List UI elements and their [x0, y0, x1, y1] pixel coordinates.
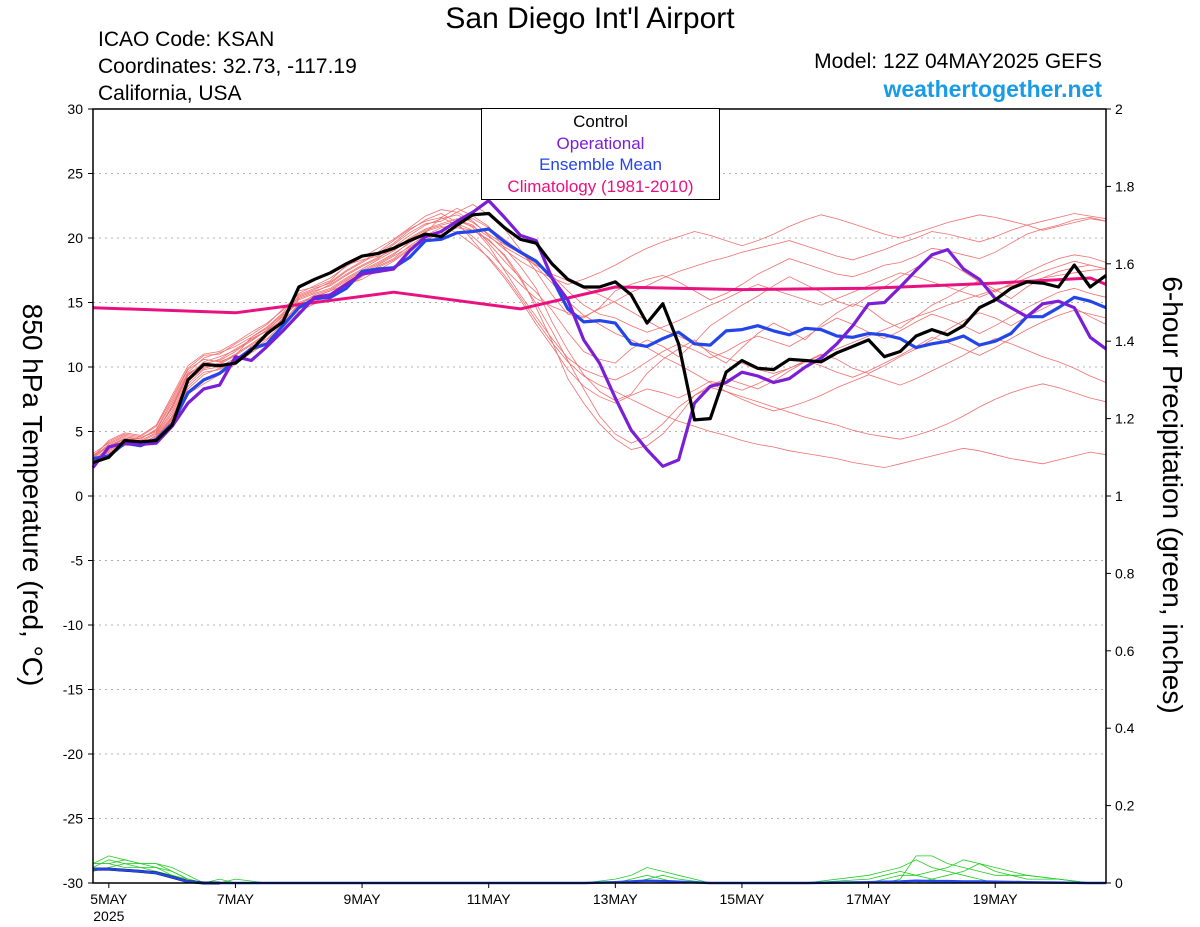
y-right-tick-label: 1.6: [1115, 256, 1135, 272]
ensemble-member-line: [92, 214, 1107, 459]
x-tick-label: 7MAY: [217, 891, 255, 907]
precip-member-line: [92, 855, 1106, 884]
legend: Control Operational Ensemble Mean Climat…: [481, 108, 720, 200]
x-tick-label: 11MAY: [467, 891, 511, 907]
main-series: [91, 199, 1107, 469]
precip-member-line: [92, 859, 1106, 884]
y-right-tick-label: 0.8: [1115, 565, 1135, 581]
grid-lines: [93, 173, 1106, 819]
chart-title: San Diego Int'l Airport: [445, 2, 735, 35]
precip-mean-line: [93, 867, 1106, 885]
ensemble-member-line: [92, 209, 1107, 458]
ensemble-member-line: [92, 213, 1107, 457]
climatology-line: [92, 276, 1107, 315]
x-tick-label: 5MAY: [90, 891, 128, 907]
y-right-tick-label: 0.6: [1115, 643, 1135, 659]
y-left-tick-label: -10: [63, 617, 83, 633]
y-right-tick-label: 1.4: [1115, 333, 1135, 349]
y-left-tick-label: -25: [63, 811, 83, 827]
legend-climatology: Climatology (1981-2010): [507, 176, 694, 196]
x-tick-year-label: 2025: [93, 908, 124, 924]
ensemble-member-line: [92, 227, 1107, 463]
x-tick-label: 9MAY: [344, 891, 382, 907]
y-left-tick-label: -15: [63, 682, 83, 698]
ensemble-mean-line: [92, 227, 1107, 461]
site-link[interactable]: weathertogether.net: [883, 76, 1102, 102]
x-tick-label: 13MAY: [593, 891, 639, 907]
ensemble-members: [92, 204, 1107, 469]
y-left-tick-label: -5: [71, 553, 84, 569]
coordinates: Coordinates: 32.73, -117.19: [98, 55, 357, 78]
y-axis-left-label: 850 hPa Temperature (red, °C): [17, 303, 48, 687]
y-left-tick-label: 30: [67, 101, 83, 117]
y-right-tick-label: 0.2: [1115, 798, 1135, 814]
y-left-tick-label: -20: [63, 746, 83, 762]
legend-operational: Operational: [556, 133, 645, 153]
y-right-tick-label: 1.8: [1115, 178, 1135, 194]
operational-line: [91, 199, 1107, 469]
y-left-tick-label: 20: [67, 230, 83, 246]
y-left-tick-label: 10: [67, 359, 83, 375]
y-left-tick-label: 15: [67, 295, 83, 311]
x-tick-label: 15MAY: [720, 891, 766, 907]
icao-code: ICAO Code: KSAN: [98, 28, 275, 51]
model-run: Model: 12Z 04MAY2025 GEFS: [814, 50, 1102, 73]
region: California, USA: [98, 82, 242, 105]
y-left-tick-label: 0: [75, 488, 83, 504]
control-line: [92, 211, 1107, 465]
precip-series: [92, 855, 1106, 885]
y-axis-right-label: 6-hour Precipitation (green, inches): [1157, 276, 1188, 714]
x-tick-label: 17MAY: [846, 891, 892, 907]
y-right-tick-label: 0: [1115, 875, 1123, 891]
x-tick-label: 19MAY: [973, 891, 1019, 907]
y-right-tick-label: 0.4: [1115, 720, 1135, 736]
ensemble-member-line: [92, 213, 1107, 454]
y-right-tick-label: 1.2: [1115, 411, 1135, 427]
left-axis-ticks: -30 -25 -20 -15 -10 -5 0 5 10 15 20 25 30: [63, 101, 93, 891]
y-left-tick-label: 5: [75, 424, 83, 440]
precip-member-line: [93, 859, 1106, 884]
precip-member-line: [93, 859, 1106, 884]
y-left-tick-label: -30: [63, 875, 83, 891]
legend-ensemble-mean: Ensemble Mean: [539, 155, 662, 174]
y-left-tick-label: 25: [67, 166, 83, 182]
y-right-tick-label: 1: [1115, 488, 1123, 504]
ensemble-member-line: [92, 204, 1107, 458]
legend-control: Control: [573, 112, 628, 131]
right-axis-ticks: 0 0.2 0.4 0.6 0.8 1 1.2 1.4 1.6 1.8 2: [1106, 101, 1135, 891]
y-right-tick-label: 2: [1115, 101, 1123, 117]
precip-member-line: [92, 855, 1106, 884]
